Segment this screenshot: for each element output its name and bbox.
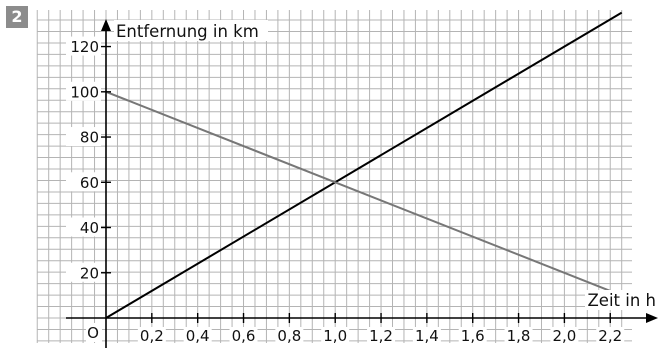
x-tick-label: 1,2	[369, 327, 393, 345]
x-axis-title: Zeit in h	[588, 291, 657, 310]
x-tick-label: 1,4	[415, 327, 439, 345]
series-line-falling	[105, 90, 611, 292]
y-tick-label: 80	[80, 129, 99, 147]
y-tick-label-background	[66, 81, 101, 101]
x-tick-label-background	[412, 327, 441, 344]
x-axis-title-background	[585, 290, 658, 310]
x-axis-arrow-icon	[646, 313, 658, 323]
y-tick-label-background	[66, 36, 101, 56]
y-tick-label-background	[66, 127, 101, 147]
y-axis-title-background	[114, 20, 268, 41]
y-tick-label: 20	[80, 264, 99, 282]
x-tick-label: 0,6	[232, 327, 256, 345]
x-tick-label: 0,8	[277, 327, 301, 345]
x-tick-label-background	[550, 327, 579, 344]
origin-label: O	[87, 324, 99, 342]
task-number-badge: 2	[6, 6, 28, 28]
x-tick-label-background	[367, 327, 396, 344]
series-line-rising	[105, 11, 623, 319]
y-axis-arrow-icon	[101, 19, 111, 31]
x-tick-label: 2,2	[598, 327, 622, 345]
y-tick-label: 120	[70, 38, 99, 56]
x-tick-label: 1,6	[461, 327, 485, 345]
y-axis-title: Entfernung in km	[116, 22, 259, 41]
x-tick-label-background	[275, 327, 304, 344]
origin-label-background	[86, 323, 102, 342]
x-tick-label: 2,0	[552, 327, 576, 345]
y-tick-label-background	[66, 262, 101, 282]
y-tick-label-background	[66, 217, 101, 237]
x-tick-label: 0,2	[140, 327, 164, 345]
x-tick-label-background	[458, 327, 487, 344]
x-tick-label-background	[596, 327, 625, 344]
x-tick-label-background	[183, 327, 212, 344]
y-tick-label: 100	[70, 83, 99, 101]
y-tick-label-background	[66, 172, 101, 192]
x-tick-label-background	[321, 327, 350, 344]
x-tick-label-background	[229, 327, 258, 344]
y-tick-label: 60	[80, 174, 99, 192]
x-tick-label: 0,4	[186, 327, 210, 345]
y-tick-label: 40	[80, 219, 99, 237]
x-tick-label: 1,0	[323, 327, 347, 345]
x-tick-label-background	[137, 327, 166, 344]
x-tick-label: 1,8	[507, 327, 531, 345]
x-tick-label-background	[504, 327, 533, 344]
